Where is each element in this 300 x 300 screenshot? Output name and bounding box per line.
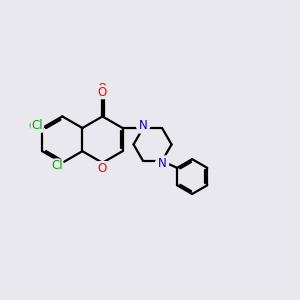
Text: N: N [139,120,147,133]
Text: O: O [98,85,107,99]
Text: O: O [98,165,107,178]
Text: Cl: Cl [51,159,63,172]
Text: Cl: Cl [31,119,43,132]
Circle shape [96,85,109,99]
Circle shape [96,162,109,175]
Circle shape [30,119,44,132]
Circle shape [136,119,150,132]
Circle shape [155,157,169,170]
Text: Cl: Cl [28,120,40,133]
Circle shape [50,159,64,172]
Text: N: N [158,156,167,169]
Text: N: N [139,119,147,132]
Text: O: O [98,82,107,95]
Text: N: N [158,157,167,170]
Text: O: O [98,162,107,175]
